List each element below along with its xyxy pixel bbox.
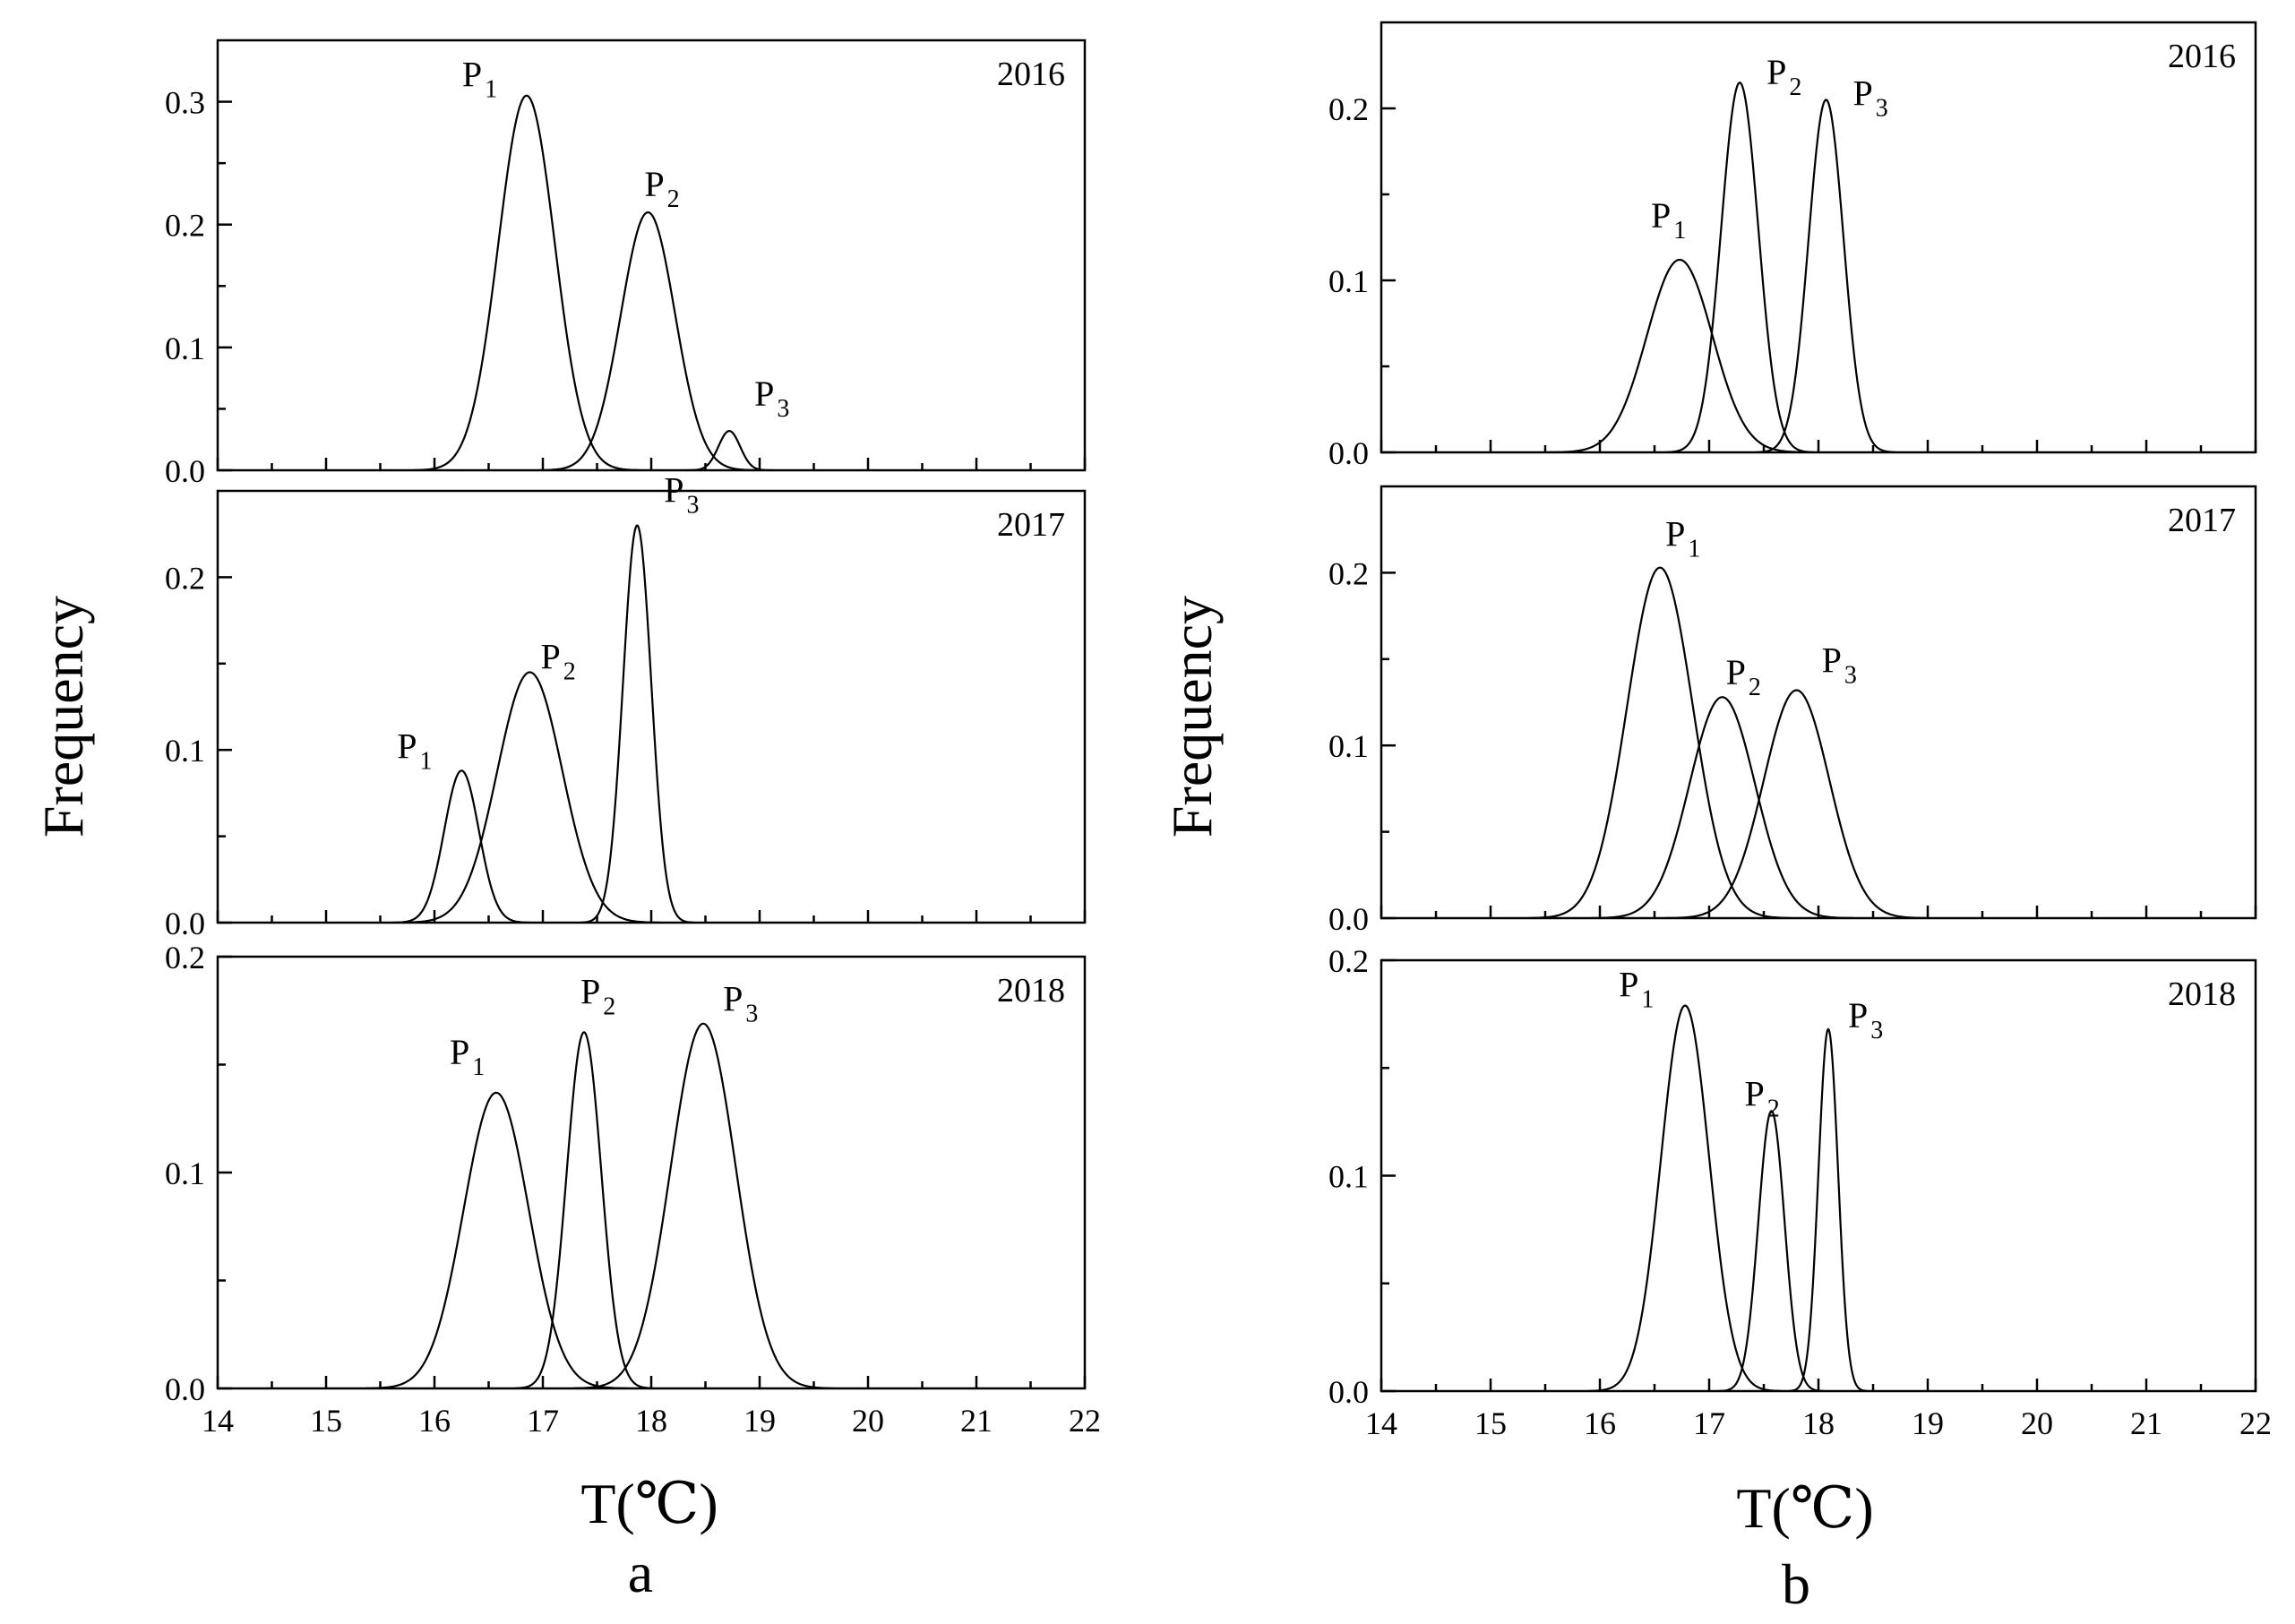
y-tick-label: 0.0: [165, 453, 205, 489]
x-tick-label: 17: [1693, 1405, 1725, 1441]
x-tick-label: 18: [635, 1403, 667, 1439]
x-tick-label: 17: [527, 1403, 559, 1439]
x-axis-title-b: T(℃): [1736, 1476, 1873, 1540]
chart-b-2017: 0.0 0.1 0.2 2017 P 1 P 2 P 3: [1328, 485, 2257, 937]
y-tick-label: 0.2: [165, 208, 205, 244]
y-tick-label: 0.1: [165, 733, 205, 769]
year-label: 2018: [997, 972, 1065, 1010]
series-curve-p3: [1665, 689, 1929, 920]
x-tick-label: 14: [1365, 1405, 1397, 1441]
series-curve-p1: [1588, 1004, 1782, 1392]
x-tick-label: 18: [1802, 1405, 1835, 1441]
x-tick-label: 14: [202, 1403, 234, 1439]
y-tick-label: 0.1: [1328, 1159, 1369, 1195]
series-curve-p2: [539, 211, 757, 471]
y-tick-label: 0.2: [165, 940, 205, 975]
series-curve-p3: [685, 430, 773, 472]
chart-a-2018: 0.0 0.1 0.2 14 15 16 17 18 19 20 21 22 2018 P 1 P 2 P 3: [165, 940, 1101, 1439]
x-tick-label: 22: [2239, 1405, 2272, 1441]
y-tick-label: 0.1: [1328, 263, 1369, 299]
year-label: 2016: [2168, 38, 2236, 75]
year-label: 2017: [2168, 502, 2236, 539]
chart-a-2017: 0.0 0.1 0.2 2017 P 1 P 2 P 3: [165, 470, 1087, 941]
year-label: 2018: [2168, 975, 2236, 1013]
x-tick-label: 19: [1912, 1405, 1944, 1441]
x-tick-label: 20: [2021, 1405, 2053, 1441]
year-label: 2016: [997, 56, 1065, 93]
x-tick-label: 16: [1584, 1405, 1616, 1441]
x-tick-label: 21: [960, 1403, 993, 1439]
series-curve-p1: [365, 1091, 627, 1389]
y-axis-title-b: Frequency: [1160, 596, 1224, 838]
series-curve-p2: [400, 671, 660, 924]
series-curve-p3: [1789, 1027, 1868, 1392]
y-tick-label: 0.0: [1328, 1374, 1369, 1410]
chart-a-2016: 0.0 0.1 0.2 0.3 2016 P 1 P 2 P 3: [165, 39, 1087, 489]
y-tick-label: 0.0: [1328, 435, 1369, 471]
x-axis-title-a: T(℃): [580, 1472, 718, 1535]
y-tick-label: 0.1: [165, 331, 205, 366]
x-tick-label: 15: [310, 1403, 342, 1439]
x-tick-label: 16: [418, 1403, 451, 1439]
x-tick-label: 15: [1474, 1405, 1507, 1441]
y-axis-title-a: Frequency: [31, 596, 95, 838]
series-curve-p1: [391, 769, 531, 924]
panel-letter-a: a: [628, 1541, 653, 1604]
y-tick-label: 0.2: [1328, 943, 1369, 979]
y-tick-label: 0.1: [1328, 728, 1369, 764]
series-curve-p2: [1591, 696, 1854, 920]
y-tick-label: 0.0: [1328, 901, 1369, 937]
panel-letter-b: b: [1782, 1552, 1810, 1616]
series-curve-p1: [413, 94, 640, 471]
x-tick-label: 21: [2130, 1405, 2162, 1441]
series-curve-p2: [514, 1031, 654, 1389]
series-curve-p2: [1718, 1110, 1825, 1392]
y-tick-label: 0.2: [1328, 91, 1369, 127]
series-curve-p2: [1665, 81, 1815, 453]
y-tick-label: 0.0: [165, 906, 205, 941]
x-tick-label: 22: [1069, 1403, 1101, 1439]
year-label: 2017: [997, 506, 1065, 544]
series-curve-p3: [1756, 99, 1896, 453]
series-curve-p3: [572, 1022, 834, 1389]
y-tick-label: 0.3: [165, 85, 205, 121]
y-tick-label: 0.2: [165, 560, 205, 596]
series-curve-p1: [1548, 258, 1811, 454]
series-curve-p1: [1528, 566, 1792, 919]
y-tick-label: 0.0: [165, 1371, 205, 1407]
x-tick-label: 19: [744, 1403, 776, 1439]
series-curve-p3: [580, 524, 694, 924]
y-tick-label: 0.1: [165, 1156, 205, 1191]
chart-b-2018: 0.0 0.1 0.2 14 15 16 17 18 19 20 21 22 2018 P 1 P 2 P 3: [1328, 943, 2272, 1441]
x-tick-label: 20: [852, 1403, 884, 1439]
y-tick-label: 0.2: [1328, 555, 1369, 591]
chart-b-2016: 0.0 0.1 0.2 2016 P 1 P 2 P 3: [1328, 21, 2257, 471]
